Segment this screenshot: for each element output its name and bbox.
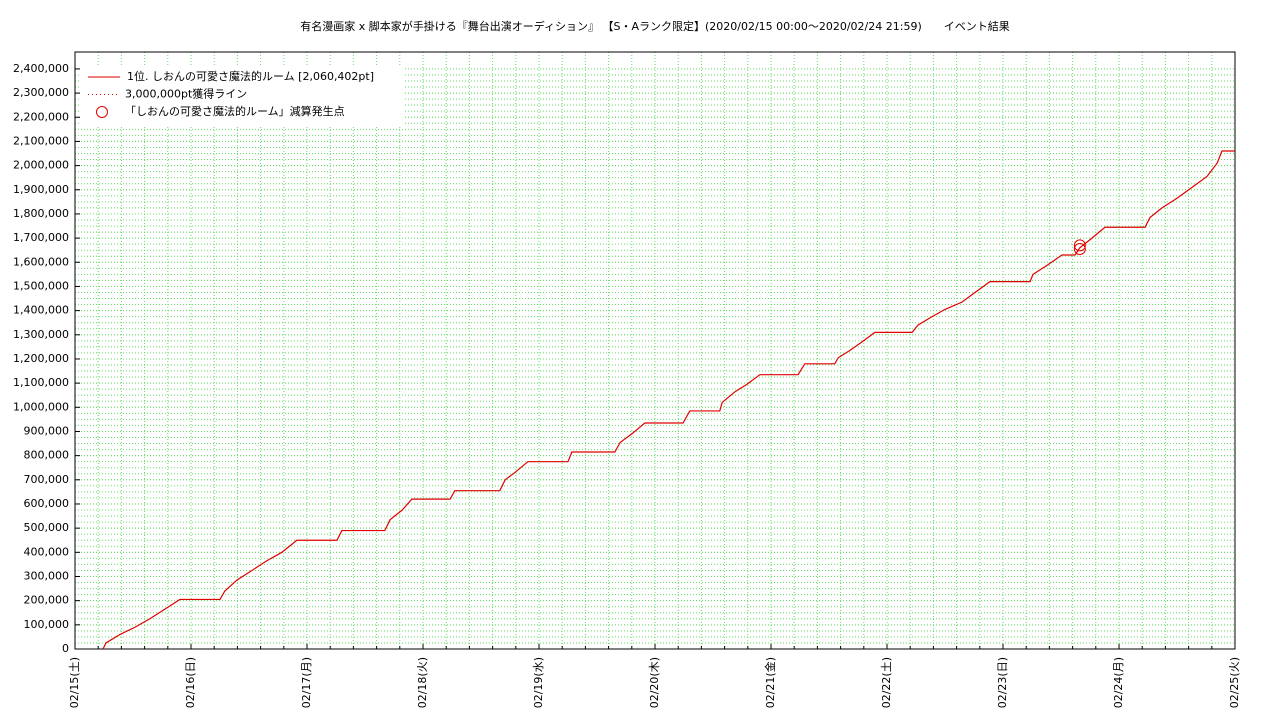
y-tick-label: 100,000	[24, 618, 70, 631]
event-marker	[1073, 242, 1086, 255]
y-tick-label: 2,200,000	[13, 110, 69, 123]
y-tick-label: 1,500,000	[13, 279, 69, 292]
y-tick-label: 900,000	[24, 424, 70, 437]
x-tick-label: 02/25(火)	[1228, 657, 1241, 708]
chart-title: 有名漫画家 x 脚本家が手掛ける『舞台出演オーディション』 【S・Aランク限定】…	[300, 19, 1010, 33]
y-tick-label: 300,000	[24, 569, 70, 582]
y-tick-label: 600,000	[24, 497, 70, 510]
x-tick-label: 02/16(日)	[184, 657, 197, 708]
plot-area	[102, 150, 1235, 649]
y-tick-label: 1,200,000	[13, 352, 69, 365]
x-tick-label: 02/17(月)	[300, 657, 313, 708]
x-tick-label: 02/18(火)	[416, 657, 429, 708]
legend: 1位. しおんの可愛さ魔法的ルーム [2,060,402pt] 3,000,000…	[80, 65, 405, 127]
y-tick-label: 700,000	[24, 473, 70, 486]
x-tick-label: 02/24(月)	[1112, 657, 1125, 708]
grid	[74, 52, 1236, 650]
y-tick-label: 800,000	[24, 449, 70, 462]
legend-box	[80, 65, 405, 127]
y-tick-label: 1,700,000	[13, 231, 69, 244]
x-tick-label: 02/15(土)	[68, 657, 81, 708]
y-tick-label: 1,300,000	[13, 328, 69, 341]
series-line	[102, 150, 1235, 649]
y-tick-label: 2,400,000	[13, 62, 69, 75]
y-tick-label: 0	[62, 642, 69, 655]
y-tick-label: 1,900,000	[13, 183, 69, 196]
y-tick-label: 1,100,000	[13, 376, 69, 389]
event-marker	[1073, 239, 1086, 252]
y-tick-label: 1,000,000	[13, 400, 69, 413]
x-tick-label: 02/23(日)	[996, 657, 1009, 708]
y-tick-label: 2,000,000	[13, 159, 69, 172]
x-tick-label: 02/22(土)	[880, 657, 893, 708]
y-tick-label: 1,600,000	[13, 255, 69, 268]
y-tick-label: 2,100,000	[13, 134, 69, 147]
y-tick-label: 1,800,000	[13, 207, 69, 220]
plot-frame	[74, 51, 1236, 650]
y-tick-label: 500,000	[24, 521, 70, 534]
legend-marker	[96, 106, 108, 118]
legend-label: 1位. しおんの可愛さ魔法的ルーム [2,060,402pt]	[127, 69, 374, 83]
x-tick-label: 02/21(金)	[763, 657, 777, 708]
legend-label: 「しおんの可愛さ魔法的ルーム」減算発生点	[125, 104, 345, 118]
x-tick-label: 02/19(水)	[532, 657, 545, 708]
y-tick-label: 2,300,000	[13, 86, 69, 99]
y-tick-label: 1,400,000	[13, 304, 69, 317]
x-tick-label: 02/20(木)	[648, 657, 661, 708]
legend-label: 3,000,000pt獲得ライン	[125, 88, 247, 101]
y-tick-label: 400,000	[24, 545, 70, 558]
y-tick-label: 200,000	[24, 594, 70, 607]
